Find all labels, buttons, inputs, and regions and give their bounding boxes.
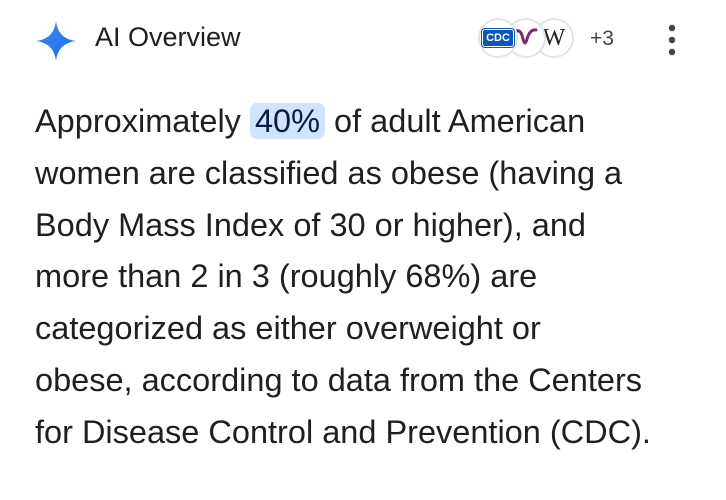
wiki-label: W xyxy=(542,24,566,51)
highlight[interactable]: 40% xyxy=(249,103,326,139)
text-line: more than 2 in 3 (roughly 68%) are xyxy=(35,258,538,295)
overview-text: Approximately 40% of adult American wome… xyxy=(35,96,651,459)
text: of adult American xyxy=(334,103,586,139)
text-line: women are classified as obese (having a xyxy=(35,154,623,191)
menu-button[interactable] xyxy=(664,22,680,58)
text-line: Body Mass Index of 30 or higher), and xyxy=(35,206,587,243)
text-line: categorized as either overweight or xyxy=(35,310,541,347)
cdc-label: CDC xyxy=(482,29,514,47)
header-title: AI Overview xyxy=(95,22,241,52)
text: Approximately xyxy=(35,103,241,139)
text-line: Approximately 40% of adult American xyxy=(35,96,651,148)
source-logo xyxy=(514,28,538,45)
text-line: for Disease Control and Prevention (CDC)… xyxy=(35,413,651,450)
more-sources[interactable]: +3 xyxy=(590,27,614,50)
gemini-star-icon xyxy=(36,21,76,61)
ai-overview-header: AI Overview CDC W +3 xyxy=(0,0,726,80)
source-icon[interactable]: CDC xyxy=(478,18,518,58)
text-line: obese, according to data from the Center… xyxy=(35,361,643,398)
source-icons[interactable]: CDC W xyxy=(478,18,598,62)
